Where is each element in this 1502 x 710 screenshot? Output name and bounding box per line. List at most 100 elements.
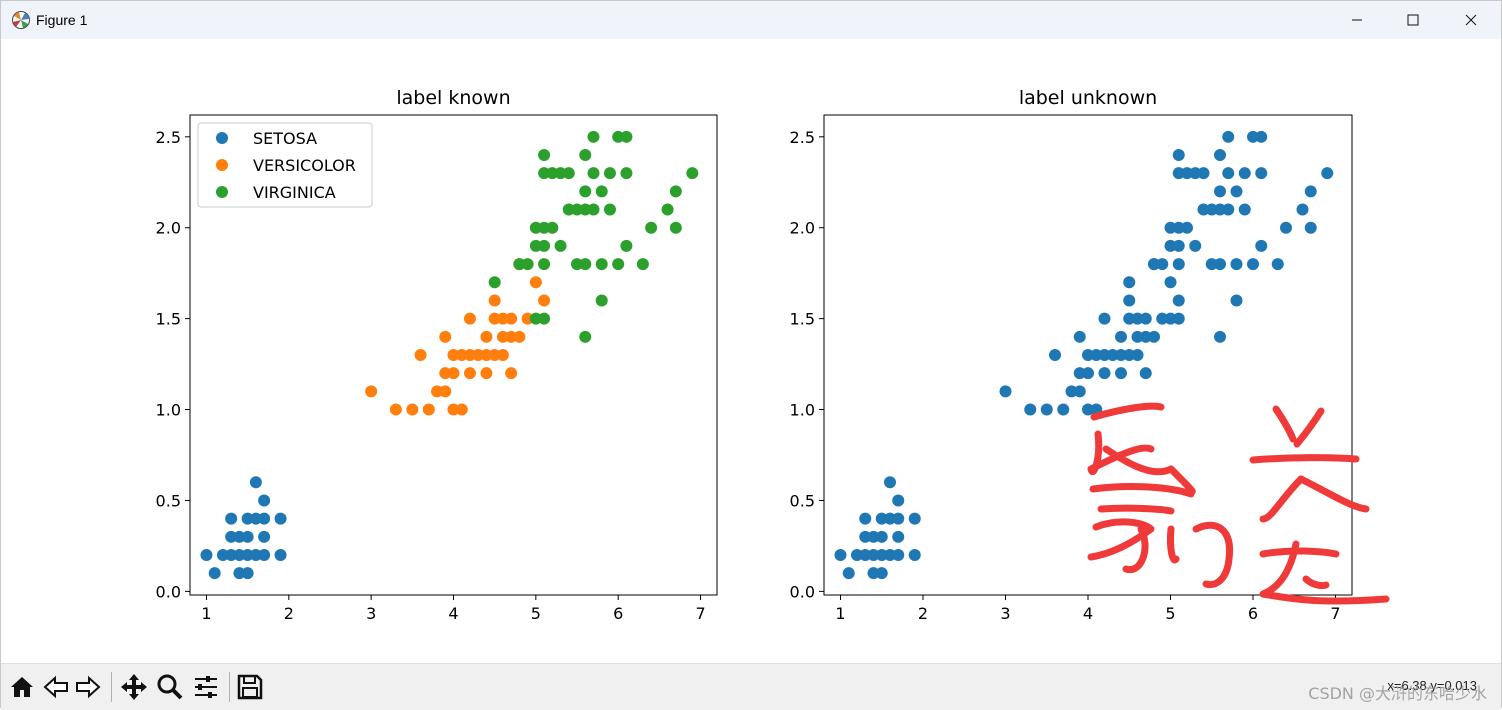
- data-point: [579, 185, 592, 198]
- data-point: [463, 312, 476, 325]
- data-point: [455, 403, 468, 416]
- data-point: [274, 549, 287, 561]
- series-virginica: [488, 130, 699, 343]
- data-point: [538, 149, 551, 161]
- x-tick-label: 2: [918, 604, 928, 623]
- data-point: [200, 549, 213, 561]
- subplot-1: label known 1 2 3 4 5 6 7 0.0 0.5 1.0 1.5 2.0 2.5 SETO…: [156, 87, 718, 623]
- data-point: [1073, 385, 1086, 398]
- y-tick-label: 2.5: [156, 128, 181, 147]
- figure-canvas[interactable]: label known 1 2 3 4 5 6 7 0.0 0.5 1.0 1.5 2.0 2.5 SETO…: [1, 39, 1501, 663]
- data-point: [258, 530, 271, 543]
- data-point: [216, 549, 229, 561]
- data-point: [258, 512, 271, 525]
- home-button[interactable]: [7, 672, 37, 702]
- handwritten-stroke: [1249, 454, 1360, 464]
- data-point: [1205, 258, 1218, 271]
- toolbar-separator: [229, 672, 230, 702]
- data-point: [249, 476, 262, 489]
- x-tick-label: 5: [531, 604, 541, 623]
- data-point: [439, 367, 452, 380]
- x-tick-label: 3: [366, 604, 376, 623]
- data-point: [406, 403, 419, 416]
- data-point: [1255, 130, 1268, 143]
- handwritten-stroke: [1122, 525, 1149, 574]
- data-point: [884, 476, 896, 489]
- y-tick-label: 0.5: [156, 491, 181, 510]
- data-point: [595, 185, 608, 198]
- data-point: [562, 203, 575, 216]
- data-point: [1321, 167, 1334, 180]
- data-point: [999, 385, 1012, 398]
- handwritten-stroke: [1167, 525, 1180, 564]
- data-point: [908, 549, 921, 561]
- handwritten-stroke: [1089, 483, 1195, 498]
- close-button[interactable]: [1447, 1, 1495, 39]
- data-point: [529, 312, 542, 325]
- data-point: [463, 349, 476, 361]
- data-point: [225, 530, 238, 543]
- data-point: [496, 349, 509, 361]
- title-bar[interactable]: Figure 1: [1, 1, 1501, 39]
- data-point: [225, 549, 238, 561]
- data-point: [1172, 221, 1185, 234]
- zoom-button[interactable]: [155, 672, 185, 702]
- handwritten-stroke: [1297, 475, 1370, 513]
- data-point: [571, 258, 584, 271]
- handwritten-stroke: [1087, 518, 1155, 561]
- data-point: [274, 512, 287, 525]
- legend-box: [197, 122, 373, 208]
- x-tick-label: 7: [695, 604, 705, 623]
- y-tick-label: 0.0: [156, 582, 181, 601]
- maximize-button[interactable]: [1389, 1, 1437, 39]
- data-point: [1271, 258, 1284, 271]
- data-point: [208, 567, 221, 580]
- data-point: [1131, 330, 1144, 343]
- data-point: [258, 549, 271, 561]
- toolbar-separator: [111, 672, 112, 702]
- data-point: [1164, 276, 1177, 289]
- back-button[interactable]: [41, 672, 71, 702]
- data-point: [1082, 349, 1094, 361]
- pan-button[interactable]: [119, 672, 149, 702]
- data-point: [1139, 312, 1152, 325]
- data-point: [645, 221, 658, 234]
- figure-svg: label known 1 2 3 4 5 6 7 0.0 0.5 1.0 1.5 2.0 2.5 SETO…: [156, 87, 1390, 623]
- data-point: [554, 167, 567, 180]
- data-point: [439, 330, 452, 343]
- data-point: [1040, 403, 1053, 416]
- data-point: [1197, 203, 1210, 216]
- save-button[interactable]: [235, 672, 265, 702]
- data-point: [1304, 221, 1317, 234]
- data-point: [1098, 349, 1111, 361]
- data-point: [620, 239, 633, 252]
- cursor-coordinates: x=6.38 y=0.013: [1387, 678, 1477, 693]
- home-icon: [11, 677, 33, 697]
- data-point: [1090, 349, 1103, 361]
- x-tick-label: 4: [448, 604, 458, 623]
- data-point: [562, 167, 575, 180]
- forward-button[interactable]: [73, 672, 103, 702]
- x-tick-label: 6: [1248, 604, 1258, 623]
- data-point: [538, 258, 551, 271]
- data-point: [1164, 221, 1177, 234]
- data-point: [529, 239, 542, 252]
- data-point: [892, 512, 905, 525]
- data-point: [1049, 349, 1061, 361]
- data-point: [538, 167, 551, 180]
- data-point: [1098, 312, 1111, 325]
- legend-marker: [216, 186, 228, 198]
- data-point: [587, 203, 600, 216]
- data-point: [1123, 294, 1136, 307]
- series-setosa: [200, 476, 287, 580]
- configure-subplots-button[interactable]: [191, 672, 221, 702]
- data-point: [875, 530, 888, 543]
- data-point: [851, 549, 863, 561]
- handwritten-stroke: [1302, 575, 1330, 590]
- data-point: [1156, 258, 1169, 271]
- data-point: [1238, 167, 1251, 180]
- data-point: [603, 167, 616, 180]
- data-point: [579, 330, 592, 343]
- data-point: [1098, 367, 1111, 380]
- minimize-button[interactable]: [1333, 1, 1381, 39]
